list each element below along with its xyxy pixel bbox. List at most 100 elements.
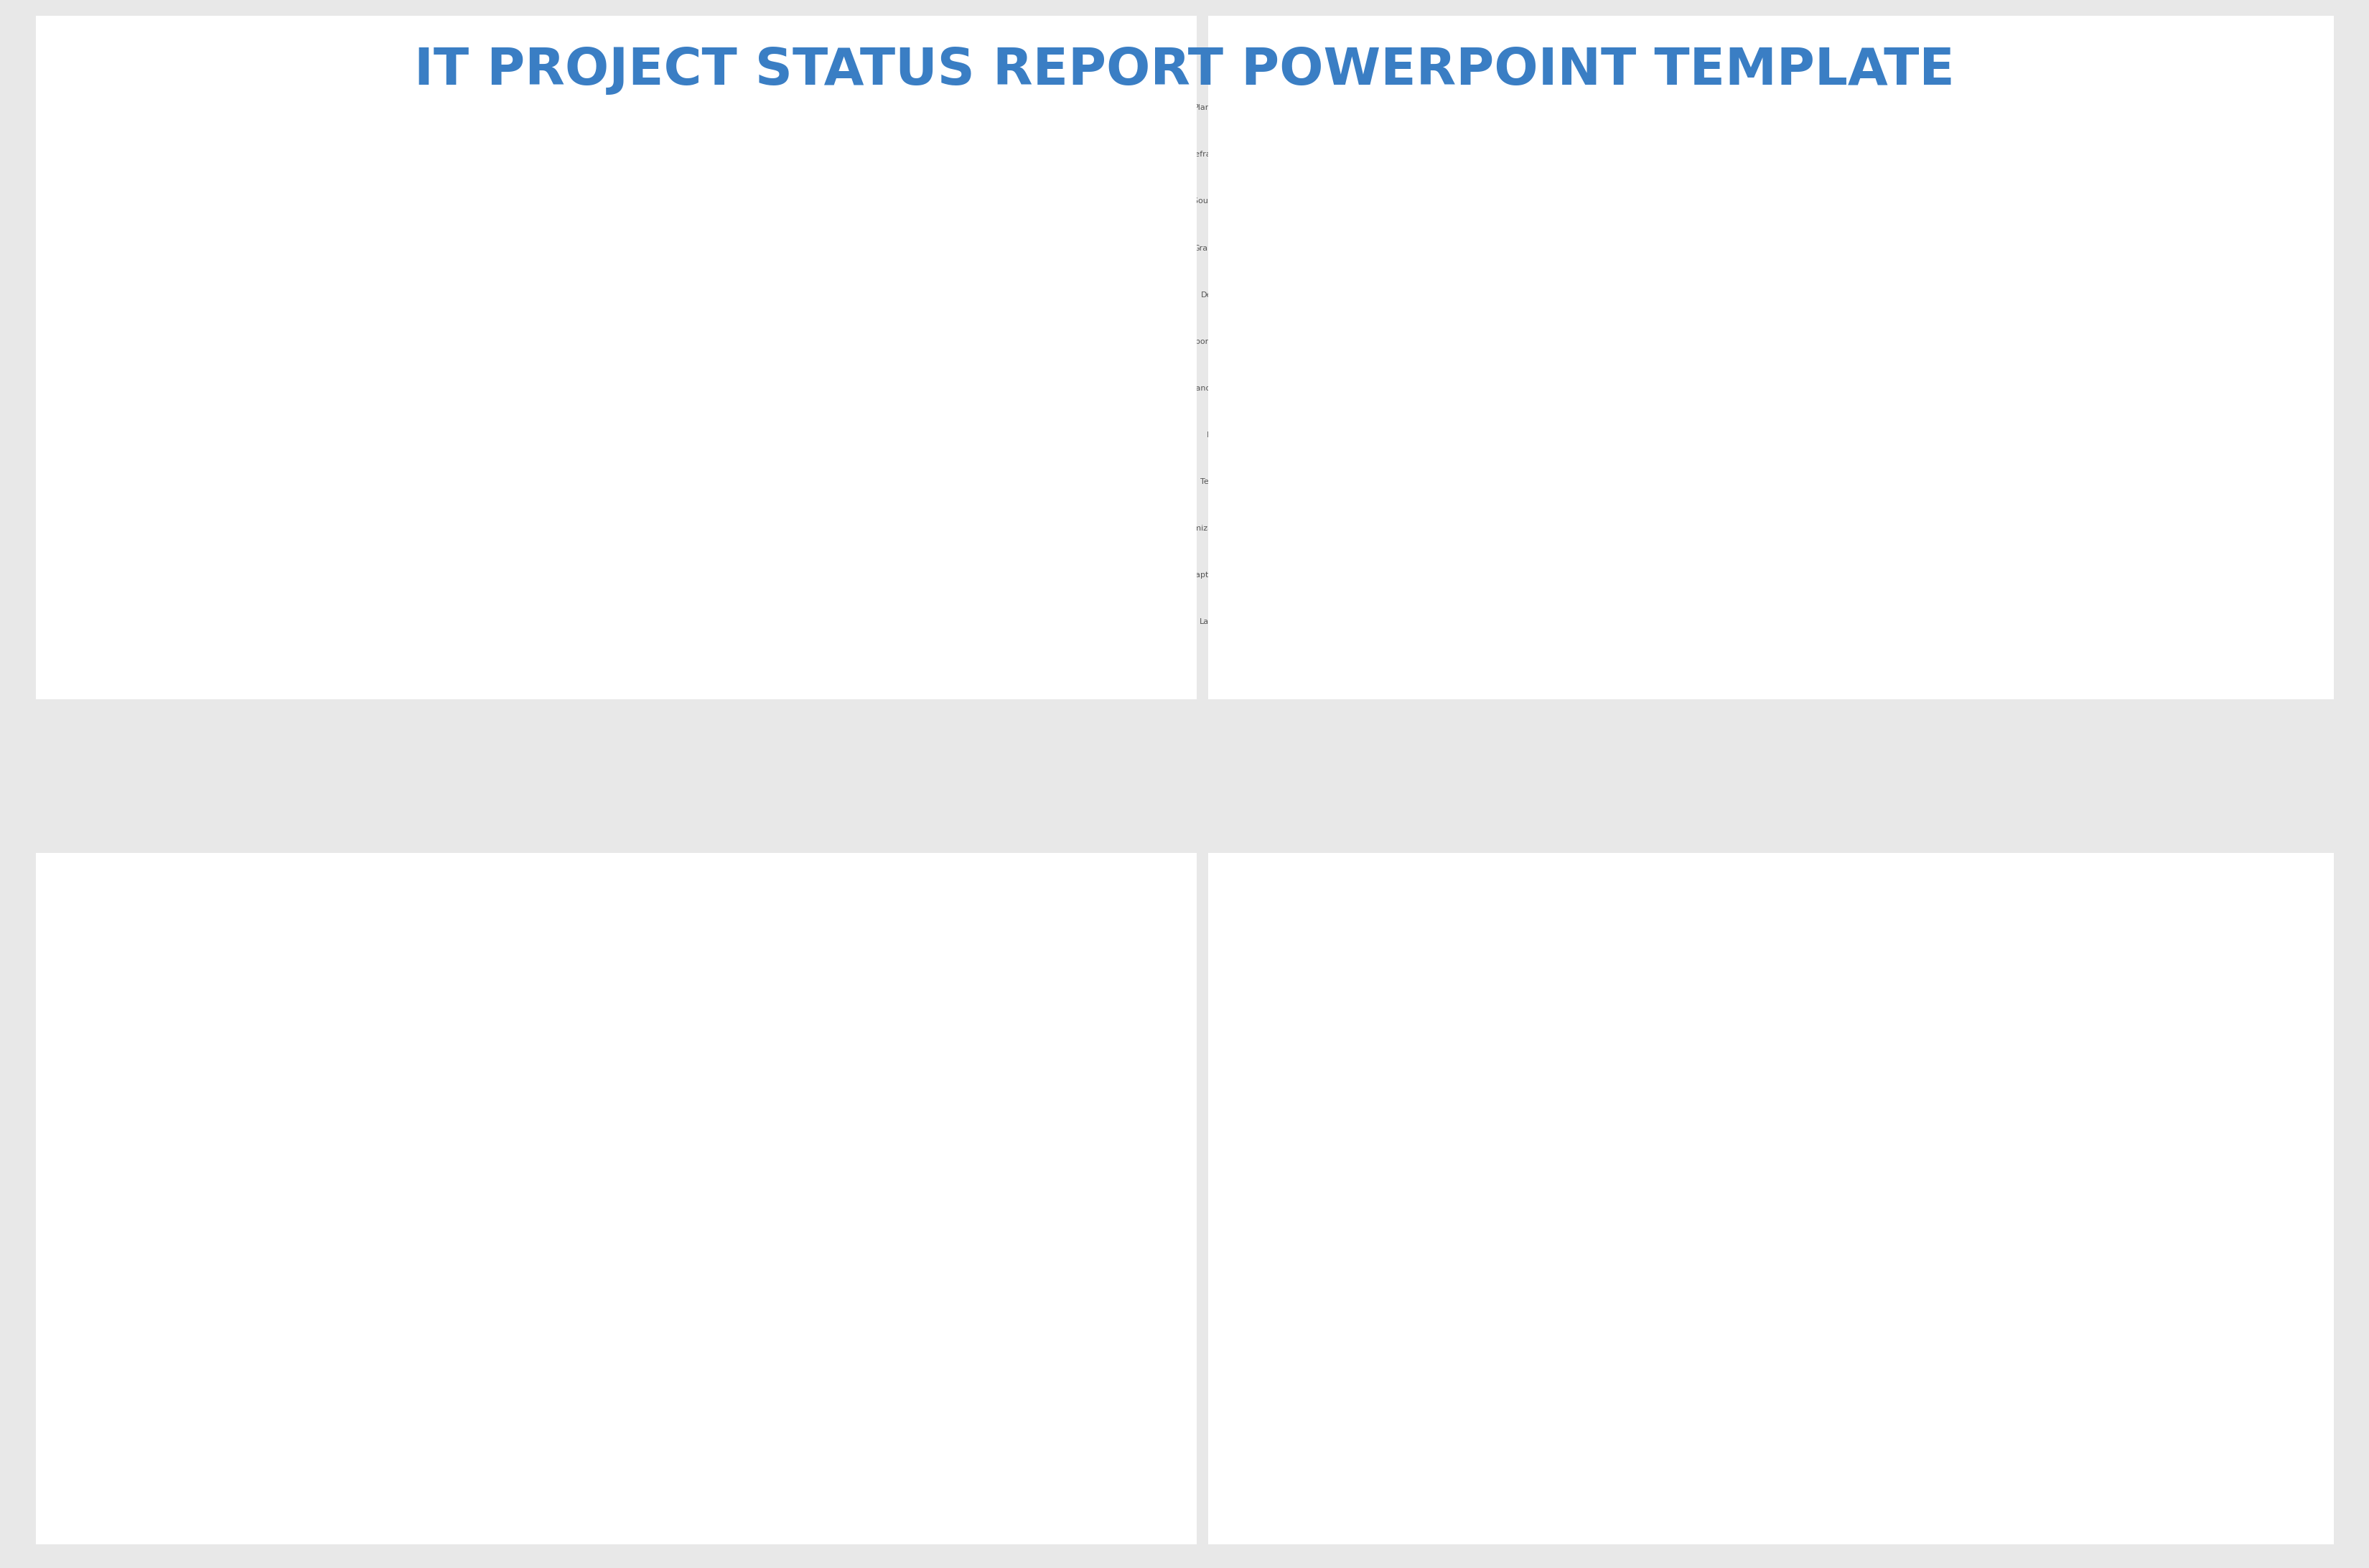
Bar	[497, 481, 611, 510]
Text: TASK STATUS %: TASK STATUS %	[59, 252, 156, 263]
Bar	[497, 566, 611, 596]
Bar	[611, 408, 732, 434]
Text: COUNT: COUNT	[516, 494, 547, 500]
Bar	[1232, 96, 1447, 119]
Bar	[872, 1165, 919, 1198]
Text: TOTAL: TOTAL	[448, 637, 476, 643]
Bar	[1879, 422, 2203, 445]
Bar	[872, 1105, 919, 1138]
Bar	[59, 301, 497, 328]
Text: %: %	[633, 494, 640, 500]
Text: COUNT: COUNT	[516, 287, 547, 293]
Bar	[611, 624, 732, 652]
Bar	[59, 624, 497, 652]
Bar	[611, 510, 732, 538]
Text: DASHBOARD DATA: DASHBOARD DATA	[2161, 682, 2243, 688]
Bar	[1772, 376, 1985, 400]
Text: TOTAL: TOTAL	[448, 445, 476, 452]
Bar	[59, 510, 497, 538]
Bar	[611, 381, 732, 408]
Wedge shape	[268, 1101, 609, 1441]
Text: COUNT: COUNT	[516, 287, 547, 293]
Bar	[1104, 671, 1196, 699]
Text: ACTUAL: ACTUAL	[763, 201, 798, 209]
Text: 25%: 25%	[649, 579, 668, 586]
Bar	[497, 434, 611, 459]
Text: PRIORITY: PRIORITY	[81, 494, 118, 500]
Bar	[2243, 1516, 2333, 1544]
Bar	[611, 301, 732, 328]
Text: PLANNED: PLANNED	[763, 141, 805, 147]
Bar	[59, 276, 732, 301]
Text: IT PROJECT STATUS REPORT POWERPOINT TEMPLATE: IT PROJECT STATUS REPORT POWERPOINT TEMP…	[415, 45, 1954, 96]
Bar	[59, 538, 497, 566]
Text: PENDING ITEMS: PENDING ITEMS	[756, 331, 853, 342]
Bar	[756, 180, 922, 229]
Text: 4: 4	[976, 530, 983, 539]
Bar	[59, 566, 497, 596]
Text: 100%: 100%	[647, 637, 670, 643]
Text: Low: Low	[81, 579, 97, 586]
Bar	[2310, 610, 2369, 633]
Bar	[872, 1044, 919, 1077]
Wedge shape	[495, 1101, 720, 1410]
Text: 3. TASK STATUS: 3. TASK STATUS	[95, 887, 251, 908]
Text: COUNT: COUNT	[516, 494, 547, 500]
Text: 7: 7	[543, 522, 547, 528]
Bar	[1447, 190, 1663, 212]
Text: 5: 5	[543, 365, 547, 373]
Text: High: High	[81, 522, 99, 528]
Bar	[756, 119, 922, 169]
Wedge shape	[298, 1018, 495, 1214]
Bar	[872, 1287, 919, 1320]
Text: 25%: 25%	[649, 339, 668, 347]
Text: Low: Low	[2111, 1239, 2130, 1250]
Bar	[1104, 1516, 1196, 1544]
Text: Complete: Complete	[81, 365, 121, 373]
Text: %: %	[633, 287, 640, 293]
Wedge shape	[1433, 1214, 1661, 1410]
Text: 0%: 0%	[651, 607, 666, 615]
Bar	[497, 408, 611, 434]
Text: 17%: 17%	[649, 312, 668, 320]
Text: Overdue: Overdue	[81, 392, 118, 398]
Bar	[611, 538, 732, 566]
Text: TASK STATUS: TASK STATUS	[1045, 1527, 1104, 1534]
Text: In Progress: In Progress	[943, 1116, 993, 1126]
Text: High: High	[2111, 1090, 2134, 1101]
Bar	[497, 328, 611, 354]
Bar	[872, 1226, 919, 1259]
Text: 2: 2	[543, 312, 547, 320]
Bar	[497, 624, 611, 652]
Text: 1: 1	[452, 1065, 462, 1079]
Bar	[756, 430, 964, 488]
Text: TASK PRIORITY: TASK PRIORITY	[2175, 1527, 2243, 1534]
Text: In Progress: In Progress	[81, 339, 130, 347]
Text: 5: 5	[976, 379, 983, 389]
Text: 58%: 58%	[649, 522, 668, 528]
Text: 4. TASK PRIORITY: 4. TASK PRIORITY	[1265, 887, 1438, 908]
Text: On Hold: On Hold	[81, 419, 116, 425]
Text: Decisions: Decisions	[763, 381, 805, 387]
Text: 2: 2	[564, 1079, 573, 1093]
Text: Medium: Medium	[81, 550, 116, 558]
Text: 3: 3	[1559, 1110, 1571, 1124]
Bar	[611, 354, 732, 381]
Text: Not Started: Not Started	[81, 312, 133, 320]
Bar	[756, 505, 964, 563]
Text: 5: 5	[386, 1311, 396, 1325]
Bar	[611, 596, 732, 624]
Bar	[1554, 235, 1663, 259]
Text: 12: 12	[538, 637, 550, 643]
Bar	[59, 381, 497, 408]
Bar	[497, 596, 611, 624]
Bar	[611, 276, 732, 301]
Text: Complete: Complete	[943, 1178, 986, 1187]
Text: 2. TASK TIMELINE: 2. TASK TIMELINE	[1241, 56, 1417, 77]
Bar	[611, 434, 732, 459]
Text: On Hold: On Hold	[943, 1300, 978, 1309]
Text: 7: 7	[1786, 1242, 1798, 1256]
Text: Actions: Actions	[763, 456, 796, 463]
Bar	[756, 354, 964, 412]
Text: %: %	[633, 494, 640, 500]
